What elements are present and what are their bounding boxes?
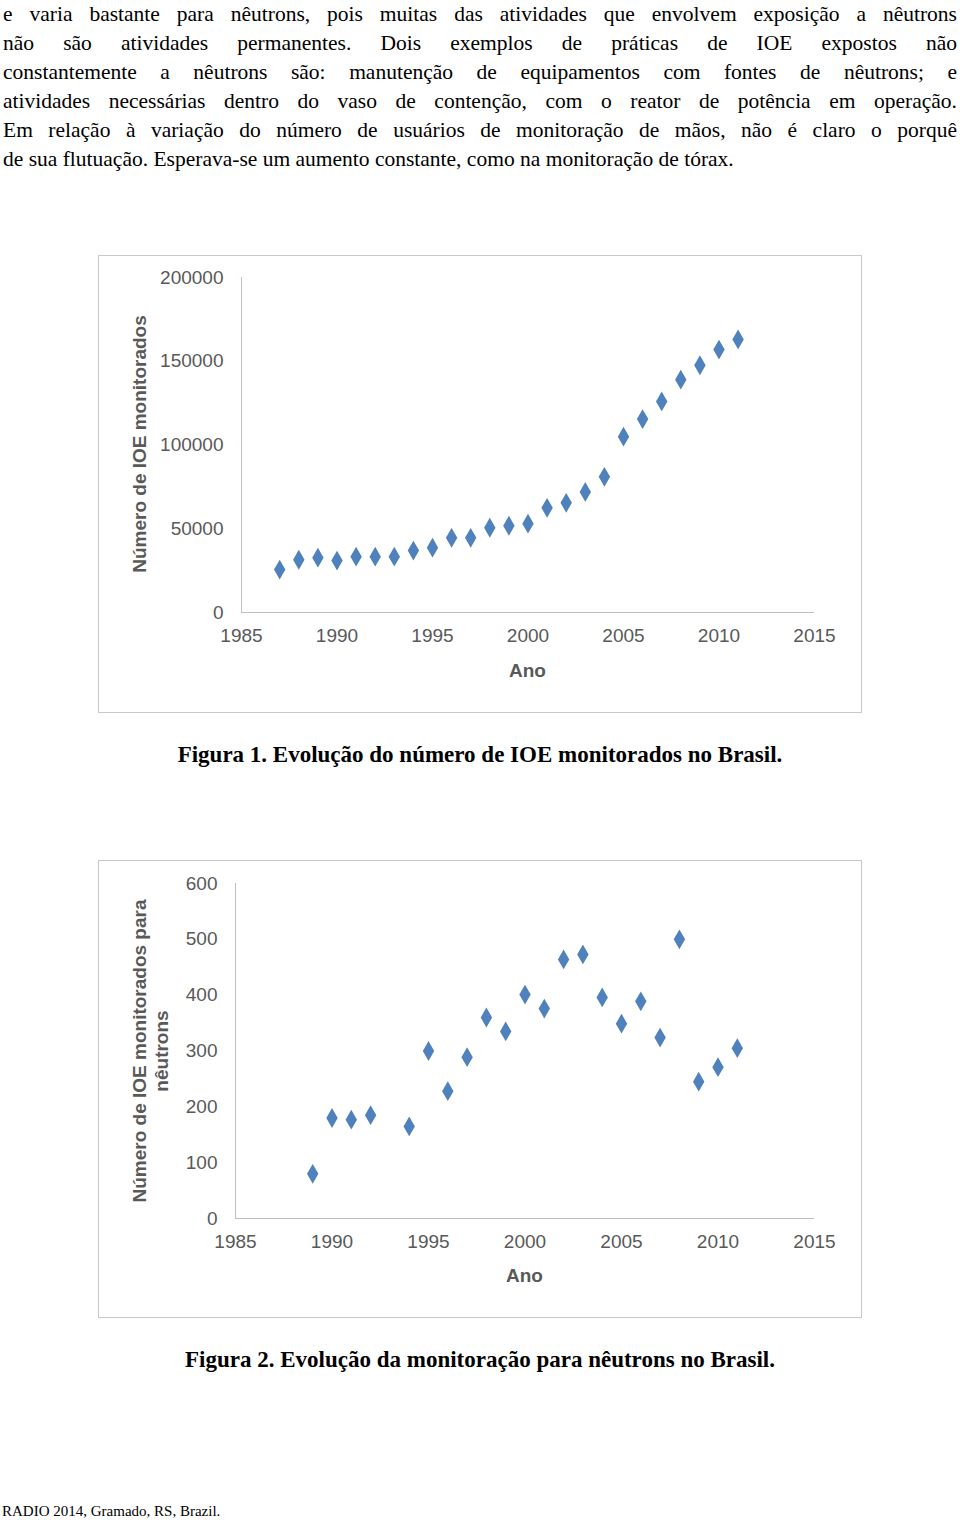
- html-text:atividades necessárias dentro: atividades necessárias dentro do vaso de…: [3, 89, 957, 113]
- svg-text:1995: 1995: [407, 1231, 449, 1252]
- html-text:não são atividades permanentes: não são atividades permanentes. Dois exe…: [3, 31, 957, 55]
- html-text:Número de IOE monitorados para: Número de IOE monitorados para nêutrons: [129, 899, 172, 1203]
- html-text:e varia bastante para nêutrons: e varia bastante para nêutrons, pois mui…: [3, 2, 957, 26]
- svg-text:2015: 2015: [793, 625, 835, 646]
- html-text:RADIO 2014, Gramado, RS, Brazi: RADIO 2014, Gramado, RS, Brazil.: [2, 1503, 221, 1519]
- svg-text:0: 0: [207, 1208, 218, 1229]
- svg-text:500: 500: [186, 928, 218, 949]
- svg-text:1990: 1990: [311, 1231, 353, 1252]
- html-text:constantemente a nêutrons são:: constantemente a nêutrons são: manutençã…: [3, 60, 957, 84]
- svg-text:0: 0: [213, 602, 224, 623]
- svg-text:2010: 2010: [697, 1231, 739, 1252]
- svg-text:150000: 150000: [160, 350, 223, 371]
- svg-text:200: 200: [186, 1096, 218, 1117]
- svg-text:2010: 2010: [698, 625, 740, 646]
- svg-text:2005: 2005: [602, 625, 644, 646]
- svg-text:2005: 2005: [600, 1231, 642, 1252]
- svg-text:2015: 2015: [793, 1231, 835, 1252]
- html-text:Figura 1. Evolução do número d: Figura 1. Evolução do número de IOE moni…: [177, 742, 783, 767]
- svg-text:400: 400: [186, 984, 218, 1005]
- svg-text:1985: 1985: [214, 1231, 256, 1252]
- svg-text:2000: 2000: [504, 1231, 546, 1252]
- svg-text:200000: 200000: [160, 267, 223, 288]
- html-text:de sua flutuação. Esperava-se: de sua flutuação. Esperava-se um aumento…: [3, 147, 734, 171]
- svg-text:2000: 2000: [507, 625, 549, 646]
- html-text:Número de IOE monitorados: Número de IOE monitorados: [129, 315, 150, 573]
- svg-text:50000: 50000: [171, 518, 224, 539]
- svg-text:1985: 1985: [220, 625, 262, 646]
- html-text:Figura 2. Evolução da monitora: Figura 2. Evolução da monitoração para n…: [185, 1347, 775, 1372]
- html-text:Ano: Ano: [509, 660, 546, 681]
- svg-text:300: 300: [186, 1040, 218, 1061]
- svg-text:1995: 1995: [411, 625, 453, 646]
- svg-text:100: 100: [186, 1152, 218, 1173]
- svg-text:600: 600: [186, 873, 218, 894]
- svg-text:100000: 100000: [160, 434, 223, 455]
- html-text:Em relação à variação do númer: Em relação à variação do número de usuár…: [3, 118, 957, 142]
- svg-text:1990: 1990: [316, 625, 358, 646]
- html-text:Ano: Ano: [506, 1265, 543, 1286]
